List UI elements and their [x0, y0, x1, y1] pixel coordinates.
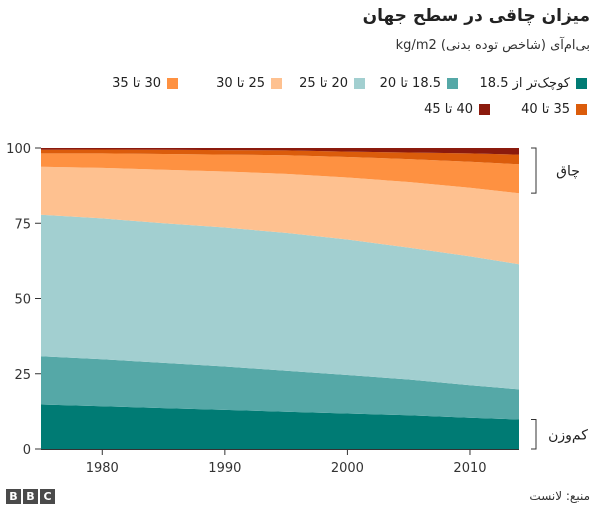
source-note: منبع: لانست: [529, 489, 590, 503]
x-tick-label: 2010: [453, 461, 486, 476]
y-tick-label: 0: [23, 443, 31, 458]
legend-label: 20 تا 25: [299, 76, 348, 91]
area-series-6: [41, 148, 519, 155]
x-tick-label: 1990: [208, 461, 241, 476]
legend-item-20-25: 20 تا 25: [299, 76, 365, 91]
x-tick-label: 1980: [86, 461, 119, 476]
bracket-0: [531, 147, 537, 194]
legend-label: 30 تا 35: [112, 76, 161, 91]
y-axis: 0 25 50 75 100: [6, 142, 41, 458]
area-series-3: [41, 166, 519, 265]
area-series-2: [41, 214, 519, 390]
area-series-4: [41, 153, 519, 194]
legend-item-25-30: 25 تا 30: [216, 76, 282, 91]
legend-swatch: [354, 78, 365, 89]
x-axis: 1980 1990 2000 2010: [41, 449, 519, 476]
logo-letter: B: [6, 489, 21, 504]
legend-label: 25 تا 30: [216, 76, 265, 91]
legend-item-under-18-5: کوچک‌تر از 18.5: [480, 76, 587, 91]
bracket-label-0: چاق: [556, 164, 580, 180]
logo-letter: C: [40, 489, 55, 504]
legend-item-35-40: 35 تا 40: [521, 102, 587, 117]
area-series-1: [41, 356, 519, 420]
chart-subtitle: بی‌ام‌آی (شاخص توده بدنی) kg/m2: [395, 38, 590, 53]
area-series-5: [41, 149, 519, 165]
bbc-logo: B B C: [6, 489, 55, 504]
bracket-label-1: کم‌وزن: [548, 427, 588, 443]
area-layers: [41, 148, 519, 449]
x-tick-label: 2000: [331, 461, 364, 476]
legend-swatch: [271, 78, 282, 89]
chart-title: میزان چاقی در سطح جهان: [362, 6, 590, 26]
legend-item-30-35: 30 تا 35: [112, 76, 178, 91]
legend-item-40-45: 40 تا 45: [424, 102, 490, 117]
legend-label: 40 تا 45: [424, 102, 473, 117]
bracket-1: [531, 419, 537, 450]
legend-swatch: [447, 78, 458, 89]
area-series-0: [41, 404, 519, 449]
y-tick-label: 75: [14, 217, 31, 232]
legend-label: کوچک‌تر از 18.5: [479, 76, 570, 91]
annotations: چاق کم‌وزن: [531, 147, 588, 450]
y-tick-label: 25: [14, 368, 31, 383]
legend-label: 35 تا 40: [521, 102, 570, 117]
legend-swatch: [479, 104, 490, 115]
legend-swatch: [576, 78, 587, 89]
legend-label: 18.5 تا 20: [379, 76, 441, 91]
legend-swatch: [167, 78, 178, 89]
legend-item-18-5-20: 18.5 تا 20: [380, 76, 458, 91]
logo-letter: B: [23, 489, 38, 504]
y-tick-label: 50: [14, 293, 31, 308]
legend-swatch: [576, 104, 587, 115]
y-tick-label: 100: [6, 142, 31, 157]
